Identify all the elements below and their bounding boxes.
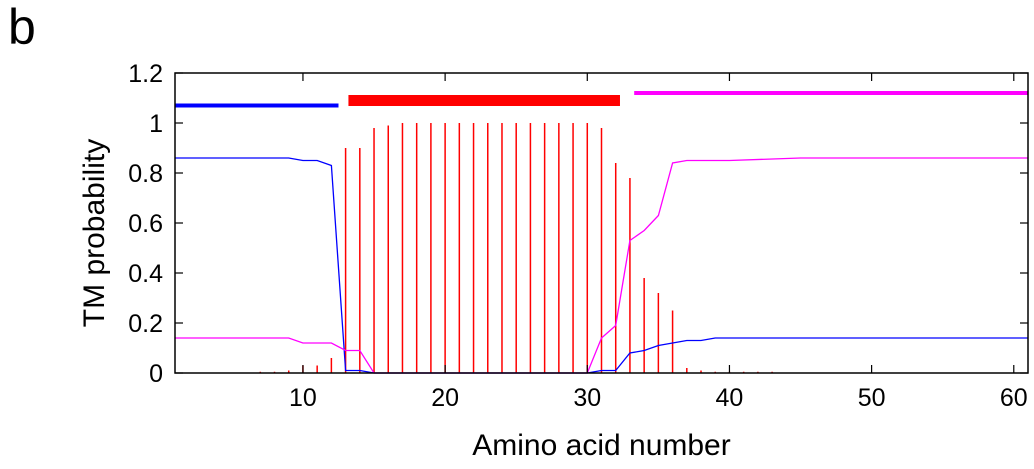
panel-letter: b (8, 0, 36, 55)
x-tick-label: 50 (858, 384, 886, 412)
y-tick-label: 1.2 (128, 60, 163, 88)
x-tick-label: 20 (431, 384, 459, 412)
topology-segments-layer (175, 91, 1028, 108)
x-ticks: 10 20 30 40 50 60 (289, 73, 1028, 412)
y-tick-label: 0.2 (128, 310, 163, 338)
tm-bars-layer (259, 123, 773, 373)
y-tick-label: 0.8 (128, 160, 163, 188)
x-axis-title: Amino acid number (472, 429, 730, 462)
x-tick-label: 40 (716, 384, 744, 412)
y-tick-label: 0 (149, 360, 163, 388)
y-tick-label: 0.4 (128, 260, 163, 288)
y-ticks: 0 0.2 0.4 0.6 0.8 1 1.2 (128, 60, 1028, 388)
x-tick-label: 10 (289, 384, 317, 412)
y-axis-title: TM probability (78, 139, 111, 327)
y-tick-label: 1 (149, 110, 163, 138)
x-tick-label: 30 (573, 384, 601, 412)
x-tick-label: 60 (1000, 384, 1028, 412)
y-tick-label: 0.6 (128, 210, 163, 238)
